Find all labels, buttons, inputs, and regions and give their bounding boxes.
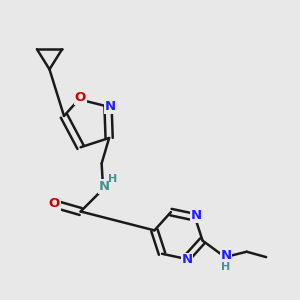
Text: N: N bbox=[191, 209, 202, 222]
Text: N: N bbox=[105, 100, 116, 113]
Text: N: N bbox=[220, 249, 232, 262]
Text: H: H bbox=[221, 262, 231, 272]
Text: N: N bbox=[182, 253, 193, 266]
Text: N: N bbox=[99, 180, 110, 193]
Text: O: O bbox=[75, 92, 86, 104]
Text: O: O bbox=[49, 197, 60, 211]
Text: H: H bbox=[108, 174, 118, 184]
